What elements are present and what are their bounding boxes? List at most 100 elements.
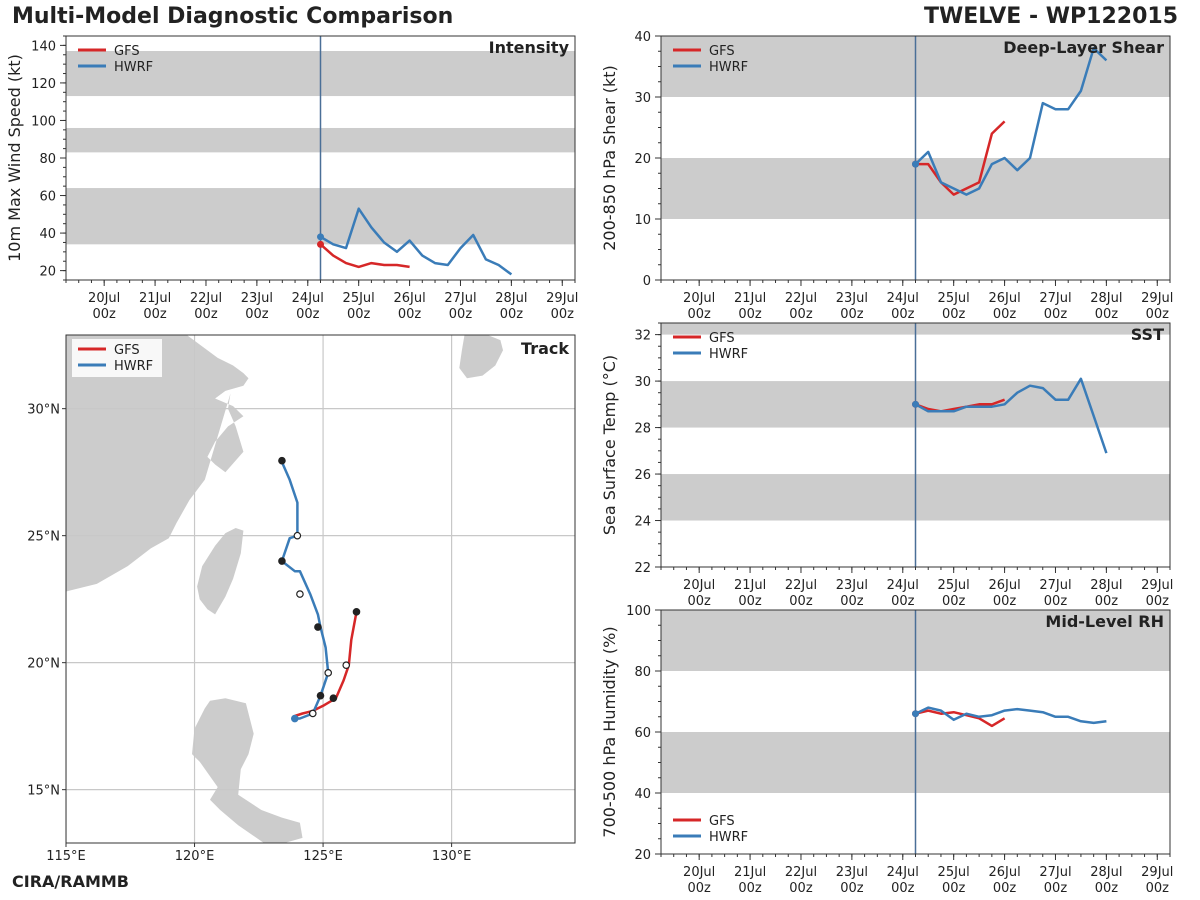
x-tick-label-hour: 00z [551,307,575,322]
x-tick-label-date: 29Jul [1141,578,1173,593]
x-tick-label-date: 28Jul [495,291,527,306]
x-tick-label-hour: 00z [687,881,711,896]
track-marker [278,456,286,465]
chart-intensity: 2040608010012014020Jul00z21Jul00z22Jul00… [5,35,578,322]
series-start-point-gfs [317,240,324,248]
x-tick-label-hour: 00z [347,307,371,322]
x-tick-label-date: 23Jul [241,291,273,306]
x-tick-label-date: 23Jul [836,291,868,306]
panels-group: 2040608010012014020Jul00z21Jul00z22Jul00… [5,30,1173,896]
legend-label-hwrf: HWRF [709,347,748,362]
x-tick-label-hour: 00z [789,594,813,609]
lat-tick-label: 20°N [27,657,60,672]
y-axis-label: 700-500 hPa Humidity (%) [600,626,619,837]
lat-tick-label: 30°N [27,403,60,418]
track-marker [278,557,286,565]
track-marker [293,531,302,540]
y-tick-label: 80 [634,665,651,680]
x-tick-label-date: 26Jul [988,578,1020,593]
y-tick-label: 28 [634,422,651,437]
x-tick-label-date: 29Jul [546,291,578,306]
series-start-point-hwrf [912,160,919,168]
x-tick-label-hour: 00z [1146,307,1170,322]
series-line-gfs [319,243,410,269]
y-tick-label: 100 [31,114,56,129]
series-line-hwrf [914,706,1107,725]
track-marker [308,709,317,718]
x-tick-label-hour: 00z [143,307,167,322]
x-tick-label-date: 21Jul [139,291,171,306]
lon-tick-label: 115°E [46,849,86,864]
x-tick-label-hour: 00z [840,881,864,896]
legend-label-gfs: GFS [709,44,735,59]
x-tick-label-hour: 00z [1044,881,1068,896]
y-tick-label: 20 [634,152,651,167]
track-marker [290,714,299,723]
x-tick-label-hour: 00z [993,594,1017,609]
land-japan-kyushu [459,335,503,379]
series-line-hwrf [319,207,513,276]
x-tick-label-date: 23Jul [836,578,868,593]
x-tick-label-date: 27Jul [1039,865,1071,880]
x-tick-label-hour: 00z [398,307,422,322]
legend-label-gfs: GFS [114,44,140,59]
panel-title: Mid-Level RH [1045,612,1164,631]
x-tick-label-hour: 00z [891,307,915,322]
x-tick-label-date: 27Jul [1039,291,1071,306]
storm-id: TWELVE - WP122015 [923,4,1178,29]
x-tick-label-hour: 00z [92,307,116,322]
track-plot-area [66,335,575,843]
track-line-hwrf [280,461,330,720]
track-marker [352,608,361,616]
x-tick-label-date: 29Jul [1141,865,1173,880]
x-tick-label-date: 21Jul [734,578,766,593]
legend-label-gfs: GFS [709,331,735,346]
x-tick-label-date: 24Jul [292,291,324,306]
x-tick-label-hour: 00z [194,307,218,322]
y-tick-label: 10 [634,213,651,228]
x-tick-label-date: 27Jul [1039,578,1071,593]
x-tick-label-date: 28Jul [1090,291,1122,306]
x-tick-label-hour: 00z [993,307,1017,322]
x-tick-label-date: 22Jul [785,865,817,880]
credit-label: CIRA/RAMMB [12,872,129,891]
x-tick-label-date: 24Jul [887,291,919,306]
x-tick-label-hour: 00z [840,594,864,609]
x-tick-label-hour: 00z [449,307,473,322]
panel-title: SST [1131,325,1164,344]
panel-title: Intensity [489,38,570,57]
y-tick-label: 100 [626,604,651,619]
y-axis-label: 10m Max Wind Speed (kt) [5,54,24,262]
x-tick-label-hour: 00z [993,881,1017,896]
x-tick-label-date: 20Jul [683,578,715,593]
x-tick-label-date: 29Jul [1141,291,1173,306]
x-tick-label-date: 26Jul [393,291,425,306]
x-tick-label-hour: 00z [687,594,711,609]
series-line-hwrf [914,46,1108,196]
lat-tick-label: 15°N [27,784,60,799]
y-tick-label: 60 [39,190,56,205]
y-tick-label: 32 [634,329,651,344]
x-tick-label-hour: 00z [1095,594,1119,609]
track-marker [329,694,338,703]
x-tick-label-hour: 00z [738,307,762,322]
x-tick-label-date: 22Jul [785,578,817,593]
y-tick-label: 140 [31,39,56,54]
y-tick-label: 40 [634,787,651,802]
x-tick-label-hour: 00z [1146,881,1170,896]
y-tick-label: 30 [634,375,651,390]
series-line-hwrf [914,377,1108,454]
legend-label-hwrf: HWRF [709,60,748,75]
chart-rh: 2040608010020Jul00z21Jul00z22Jul00z23Jul… [600,604,1173,896]
x-tick-label-hour: 00z [296,307,320,322]
land-luzon [192,698,303,843]
legend-label-hwrf: HWRF [114,359,153,374]
x-tick-label-date: 21Jul [734,291,766,306]
track-marker [316,691,325,700]
x-tick-label-hour: 00z [738,881,762,896]
x-tick-label-date: 27Jul [444,291,476,306]
x-tick-label-date: 22Jul [785,291,817,306]
chart-shear: 01020304020Jul00z21Jul00z22Jul00z23Jul00… [600,30,1173,322]
x-tick-label-hour: 00z [942,594,966,609]
